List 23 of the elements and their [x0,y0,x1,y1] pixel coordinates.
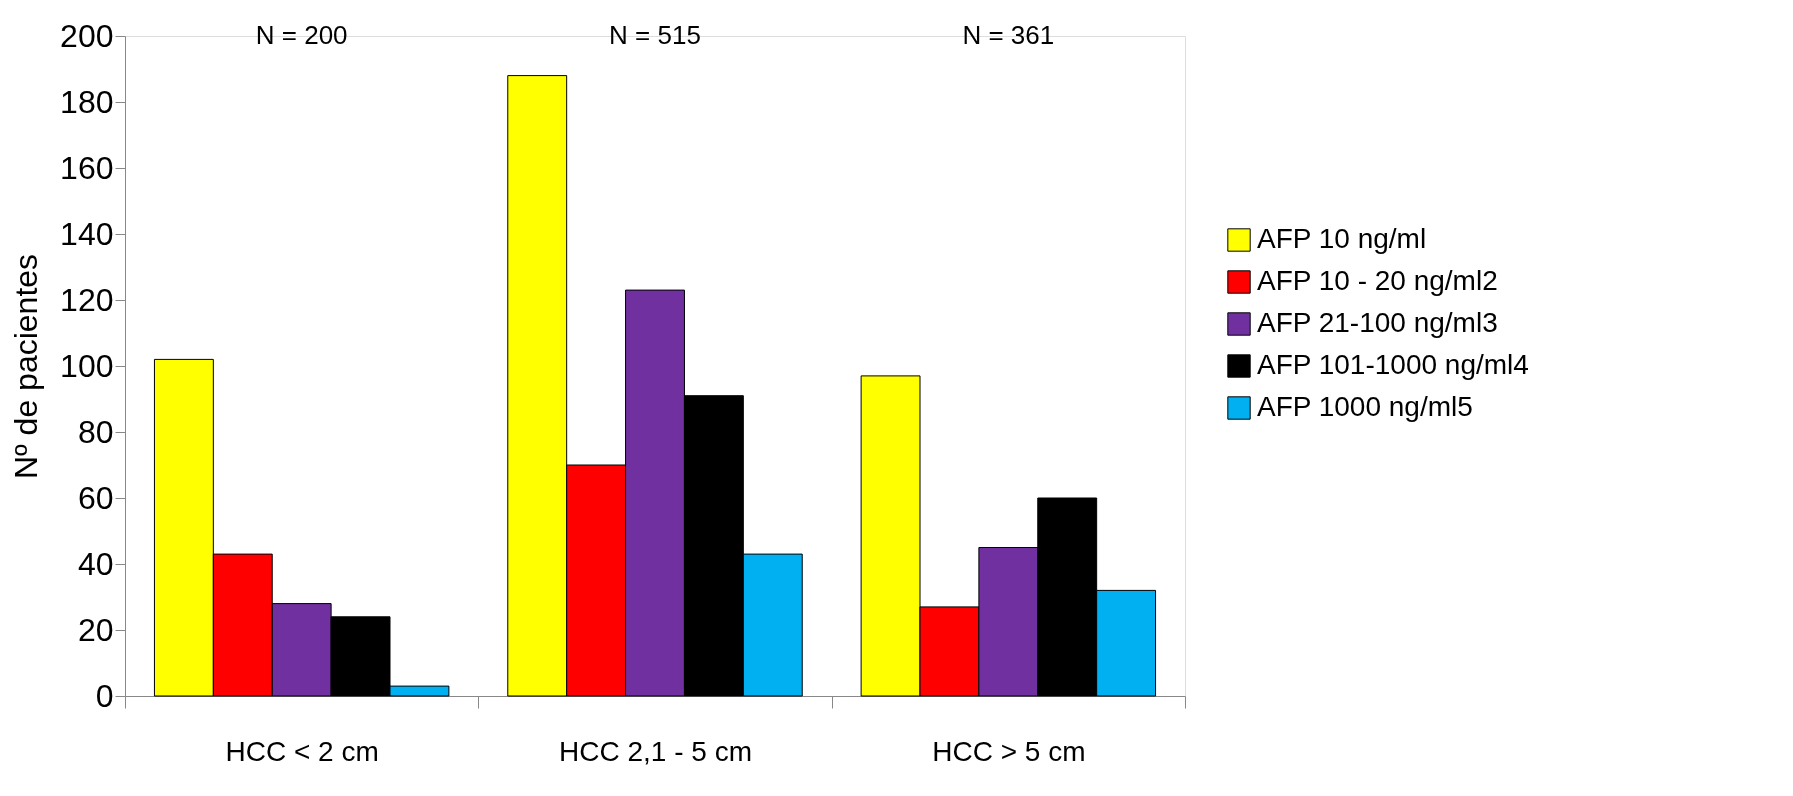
y-tick-label: 100 [60,347,114,384]
annotation: N = 515 [609,20,701,50]
annotation: N = 200 [255,20,348,50]
legend-label: AFP 21-100 ng/ml3 [1257,307,1498,338]
x-tick-label: HCC < 2 cm [225,735,379,767]
y-tick-label: 0 [95,677,114,714]
annotation: N = 361 [962,20,1055,50]
y-tick-label: 60 [77,479,114,516]
x-tick-label: HCC > 5 cm [932,735,1086,767]
y-tick-label: 40 [77,545,114,582]
legend-label: AFP 1000 ng/ml5 [1257,391,1473,422]
y-tick-label: 200 [60,17,114,54]
legend-label: AFP 101-1000 ng/ml4 [1257,349,1529,380]
y-axis-title: Nº de pacientes [8,253,45,480]
y-tick-label: 20 [77,611,114,648]
y-tick-label: 180 [60,83,114,120]
legend-label: AFP 10 - 20 ng/ml2 [1257,265,1498,296]
legend-label: AFP 10 ng/ml [1257,223,1427,254]
x-tick-label: HCC 2,1 - 5 cm [559,735,752,767]
y-tick-label: 160 [60,149,114,186]
y-tick-label: 80 [77,413,114,450]
y-tick-label: 140 [60,215,114,252]
y-tick-label: 120 [60,281,114,318]
